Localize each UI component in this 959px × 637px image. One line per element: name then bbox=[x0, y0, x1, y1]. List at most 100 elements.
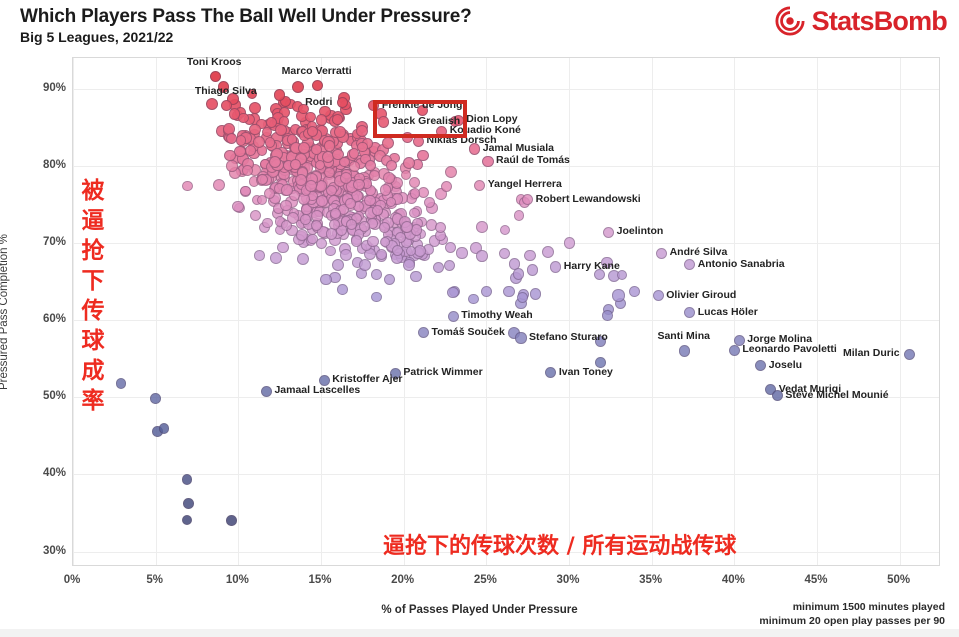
scatter-point-labeled[interactable] bbox=[728, 344, 740, 356]
scatter-point-labeled[interactable] bbox=[209, 70, 221, 83]
scatter-point[interactable] bbox=[371, 291, 382, 303]
scatter-point[interactable] bbox=[292, 80, 305, 93]
scatter-point[interactable] bbox=[270, 251, 282, 264]
scatter-point[interactable] bbox=[182, 180, 194, 192]
scatter-point[interactable] bbox=[332, 259, 345, 272]
scatter-point[interactable] bbox=[564, 237, 576, 249]
scatter-point[interactable] bbox=[295, 229, 308, 242]
scatter-point[interactable] bbox=[315, 159, 326, 170]
scatter-point[interactable] bbox=[379, 236, 391, 248]
scatter-point-outlier[interactable] bbox=[150, 392, 162, 404]
scatter-point-labeled[interactable] bbox=[474, 179, 486, 191]
scatter-point[interactable] bbox=[358, 258, 371, 271]
scatter-point[interactable] bbox=[340, 249, 352, 261]
scatter-point[interactable] bbox=[264, 136, 276, 148]
scatter-point[interactable] bbox=[248, 123, 261, 136]
scatter-point[interactable] bbox=[403, 259, 416, 272]
scatter-point[interactable] bbox=[235, 135, 247, 146]
scatter-point[interactable] bbox=[355, 124, 368, 137]
scatter-point[interactable] bbox=[244, 145, 256, 156]
scatter-point[interactable] bbox=[300, 214, 311, 226]
scatter-point-outlier[interactable] bbox=[226, 515, 238, 527]
scatter-point[interactable] bbox=[356, 141, 368, 153]
scatter-point[interactable] bbox=[325, 227, 338, 240]
scatter-point-labeled[interactable] bbox=[545, 367, 557, 379]
scatter-point-labeled[interactable] bbox=[482, 155, 494, 167]
scatter-point[interactable] bbox=[381, 136, 394, 149]
scatter-point[interactable] bbox=[375, 248, 388, 260]
scatter-point[interactable] bbox=[394, 231, 406, 243]
scatter-point-outlier[interactable] bbox=[181, 514, 193, 526]
scatter-point[interactable] bbox=[434, 187, 447, 200]
scatter-point[interactable] bbox=[332, 148, 345, 161]
scatter-point[interactable] bbox=[409, 188, 421, 199]
scatter-point[interactable] bbox=[359, 221, 370, 233]
scatter-point[interactable] bbox=[401, 221, 414, 234]
scatter-point[interactable] bbox=[265, 116, 278, 128]
scatter-point[interactable] bbox=[594, 336, 606, 348]
scatter-point-labeled[interactable] bbox=[684, 306, 696, 319]
scatter-point[interactable] bbox=[280, 199, 292, 212]
scatter-point-labeled[interactable] bbox=[733, 334, 745, 346]
scatter-point-labeled[interactable] bbox=[765, 384, 777, 396]
scatter-point[interactable] bbox=[371, 204, 383, 217]
scatter-point[interactable] bbox=[601, 256, 613, 269]
scatter-point[interactable] bbox=[205, 98, 218, 111]
scatter-point[interactable] bbox=[337, 284, 349, 295]
scatter-point[interactable] bbox=[379, 222, 391, 234]
scatter-point[interactable] bbox=[402, 156, 415, 169]
scatter-point-labeled[interactable] bbox=[389, 367, 401, 379]
scatter-point[interactable] bbox=[383, 172, 396, 185]
scatter-point[interactable] bbox=[273, 89, 285, 101]
scatter-point[interactable] bbox=[512, 268, 525, 280]
scatter-point[interactable] bbox=[445, 241, 457, 253]
scatter-point[interactable] bbox=[329, 207, 341, 219]
scatter-point-labeled[interactable] bbox=[771, 390, 783, 402]
scatter-point[interactable] bbox=[277, 241, 289, 253]
scatter-point-labeled[interactable] bbox=[260, 385, 273, 397]
scatter-point[interactable] bbox=[516, 291, 528, 303]
scatter-point-labeled[interactable] bbox=[312, 80, 324, 92]
scatter-point[interactable] bbox=[281, 184, 293, 196]
scatter-point-labeled[interactable] bbox=[336, 97, 349, 109]
scatter-point[interactable] bbox=[315, 114, 328, 127]
scatter-point[interactable] bbox=[334, 126, 346, 139]
scatter-point[interactable] bbox=[503, 285, 515, 298]
scatter-point[interactable] bbox=[629, 286, 641, 298]
scatter-point[interactable] bbox=[409, 207, 420, 219]
scatter-point[interactable] bbox=[383, 274, 396, 286]
scatter-point[interactable] bbox=[248, 101, 261, 114]
scatter-point-labeled[interactable] bbox=[417, 326, 430, 339]
scatter-point[interactable] bbox=[298, 103, 309, 115]
scatter-point[interactable] bbox=[228, 108, 241, 121]
scatter-point[interactable] bbox=[616, 269, 627, 281]
scatter-point[interactable] bbox=[369, 169, 381, 181]
scatter-point[interactable] bbox=[447, 286, 459, 299]
scatter-point[interactable] bbox=[287, 212, 299, 224]
scatter-point[interactable] bbox=[306, 233, 318, 245]
scatter-point[interactable] bbox=[469, 241, 482, 254]
scatter-point[interactable] bbox=[602, 309, 613, 321]
scatter-point[interactable] bbox=[416, 104, 429, 117]
scatter-point-labeled[interactable] bbox=[221, 100, 233, 112]
scatter-point[interactable] bbox=[476, 250, 488, 262]
scatter-point[interactable] bbox=[408, 176, 421, 189]
scatter-point[interactable] bbox=[612, 289, 625, 302]
scatter-point[interactable] bbox=[217, 81, 230, 93]
scatter-point[interactable] bbox=[253, 135, 266, 148]
scatter-point[interactable] bbox=[432, 261, 445, 273]
scatter-point-labeled[interactable] bbox=[755, 360, 767, 372]
scatter-point[interactable] bbox=[242, 164, 253, 176]
scatter-point[interactable] bbox=[274, 123, 287, 136]
scatter-point-labeled[interactable] bbox=[655, 247, 668, 259]
scatter-point[interactable] bbox=[320, 273, 332, 286]
scatter-point[interactable] bbox=[239, 185, 251, 197]
scatter-point[interactable] bbox=[213, 178, 226, 191]
scatter-point[interactable] bbox=[410, 270, 422, 283]
scatter-point-labeled[interactable] bbox=[684, 259, 696, 271]
scatter-point[interactable] bbox=[246, 88, 258, 100]
scatter-point[interactable] bbox=[353, 179, 365, 191]
scatter-point[interactable] bbox=[256, 173, 268, 185]
scatter-point[interactable] bbox=[310, 143, 322, 155]
scatter-point-labeled[interactable] bbox=[447, 310, 459, 322]
